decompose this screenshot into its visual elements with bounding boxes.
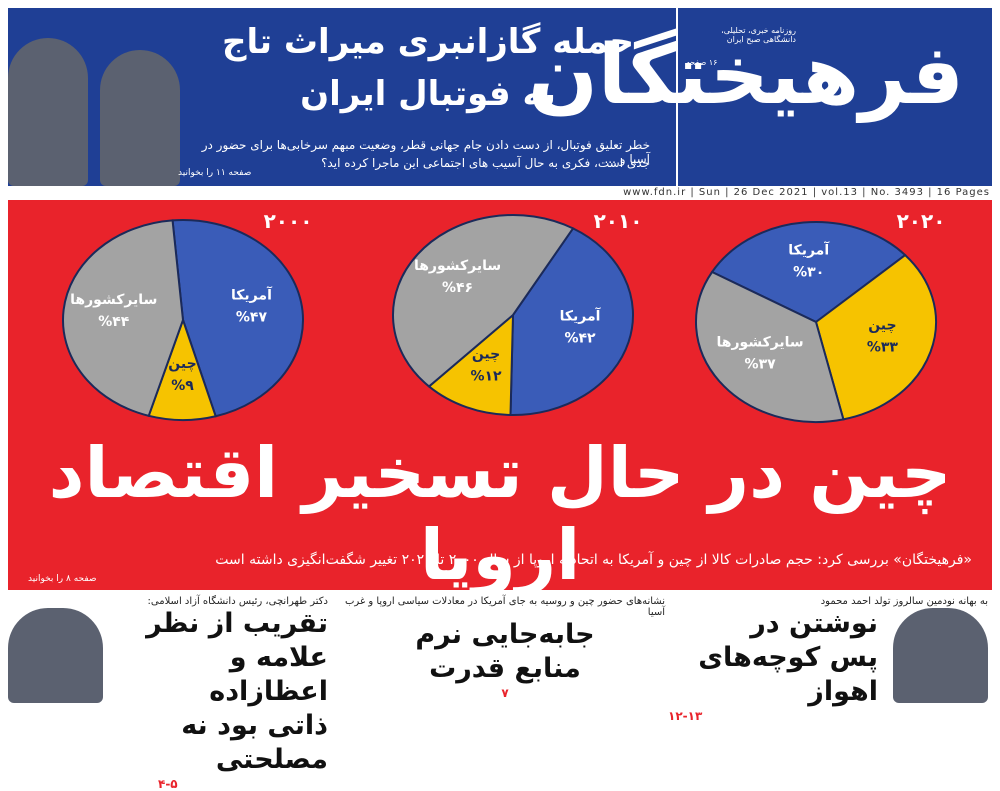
story-title: پس کوچه‌های اهواز xyxy=(698,642,878,707)
pie-slice xyxy=(62,219,185,418)
story: به بهانه نودمین سالروز تولد احمد محمود نو… xyxy=(668,596,988,723)
slice-value: %۴۲ xyxy=(564,331,596,347)
page-ref: صفحه ۱۱ را بخوانید xyxy=(178,168,252,178)
pie-slice xyxy=(814,253,937,421)
story-title: ذاتی بود نه مصلحتی xyxy=(181,710,328,775)
pie-slice xyxy=(710,221,907,324)
story-kicker: نشانه‌های حضور چین و روسیه به جای آمریکا… xyxy=(345,596,665,618)
slice-label: آمریکا xyxy=(231,286,273,304)
photo xyxy=(8,608,103,703)
masthead: فرهیختگان xyxy=(527,28,967,123)
story-page: ۴-۵ xyxy=(158,777,178,791)
slice-label: چین xyxy=(168,356,196,372)
story-title: تقریب از نظر علامه و اعظازاده xyxy=(146,608,328,707)
story: دکتر طهرانچی، رئیس دانشگاه آزاد اسلامی: ت… xyxy=(8,596,328,791)
main-subtitle: «فرهیختگان» بررسی کرد: حجم صادرات کالا ا… xyxy=(215,552,972,568)
issue-info: ۱۶ صفحه xyxy=(686,58,718,67)
slice-value: %۳۷ xyxy=(745,357,777,373)
lede: خطر تعلیق فوتبال، از دست دادن جام جهانی … xyxy=(201,138,650,166)
story-kicker: دکتر طهرانچی، رئیس دانشگاه آزاد اسلامی: xyxy=(147,596,328,607)
page-ref: صفحه ۸ را بخوانید xyxy=(28,574,97,584)
slice-value: %۱۲ xyxy=(470,368,502,384)
lede: جدی است، فکری به حال آسیب های اجتماعی ای… xyxy=(321,156,650,170)
pie-charts: ۲۰۰۰ آمریکا %۴۷ چین %۹ سایرکشورها %۴۴ ۲۰۱۰ آمریک… xyxy=(62,209,946,423)
photo xyxy=(893,608,988,703)
slice-label: آمریکا xyxy=(560,307,602,325)
pie-slice xyxy=(427,312,515,416)
story-title: نوشتن در xyxy=(750,608,878,639)
photo xyxy=(100,50,180,186)
pie-title: ۲۰۲۰ xyxy=(897,209,946,233)
story-title: جابه‌جایی نرم xyxy=(415,619,595,650)
slice-label: سایرکشورها xyxy=(414,258,501,274)
dateline: www.fdn.ir | Sun | 26 Dec 2021 | vol.13 … xyxy=(623,187,990,198)
slice-label: چین xyxy=(868,317,896,333)
slice-value: %۴۴ xyxy=(98,314,130,330)
slice-value: %۳۰ xyxy=(793,264,824,280)
main-story: ۲۰۰۰ آمریکا %۴۷ چین %۹ سایرکشورها %۴۴ ۲۰۱۰ آمریک… xyxy=(8,200,992,596)
pie-slice xyxy=(171,219,304,418)
main-headline: چین در حال تسخیر اقتصاد اروپا xyxy=(48,432,952,596)
header-band: حمله گازانبری میراث تاج به فوتبال ایران … xyxy=(8,8,992,186)
masthead-note: روزنامه خبری، تحلیلی، دانشگاهی صبح ایران xyxy=(721,26,796,44)
slice-value: %۴۶ xyxy=(442,280,473,296)
slice-value: %۴۷ xyxy=(236,310,268,326)
slice-label: آمریکا xyxy=(788,240,830,258)
slice-label: سایرکشورها xyxy=(717,335,804,351)
pie-title: ۲۰۰۰ xyxy=(264,209,313,233)
headline: به فوتبال ایران xyxy=(300,74,556,114)
slice-label: سایرکشورها xyxy=(70,292,157,308)
pie-slice xyxy=(392,214,575,388)
headline: حمله گازانبری میراث تاج xyxy=(222,22,634,62)
story-page: ۱۲-۱۳ xyxy=(668,709,703,723)
slice-value: %۹ xyxy=(171,378,194,394)
divider xyxy=(676,8,678,186)
slice-label: چین xyxy=(472,346,500,362)
pie-title: ۲۰۱۰ xyxy=(594,209,643,233)
slice-value: %۳۳ xyxy=(867,339,899,355)
front-page: حمله گازانبری میراث تاج به فوتبال ایران … xyxy=(8,8,992,791)
story: نشانه‌های حضور چین و روسیه به جای آمریکا… xyxy=(345,596,665,703)
photo xyxy=(8,38,88,186)
story-title: منابع قدرت xyxy=(429,653,581,684)
pie-slice xyxy=(695,270,845,423)
story-page: ۷ xyxy=(501,686,509,700)
story-kicker: به بهانه نودمین سالروز تولد احمد محمود xyxy=(820,596,988,607)
